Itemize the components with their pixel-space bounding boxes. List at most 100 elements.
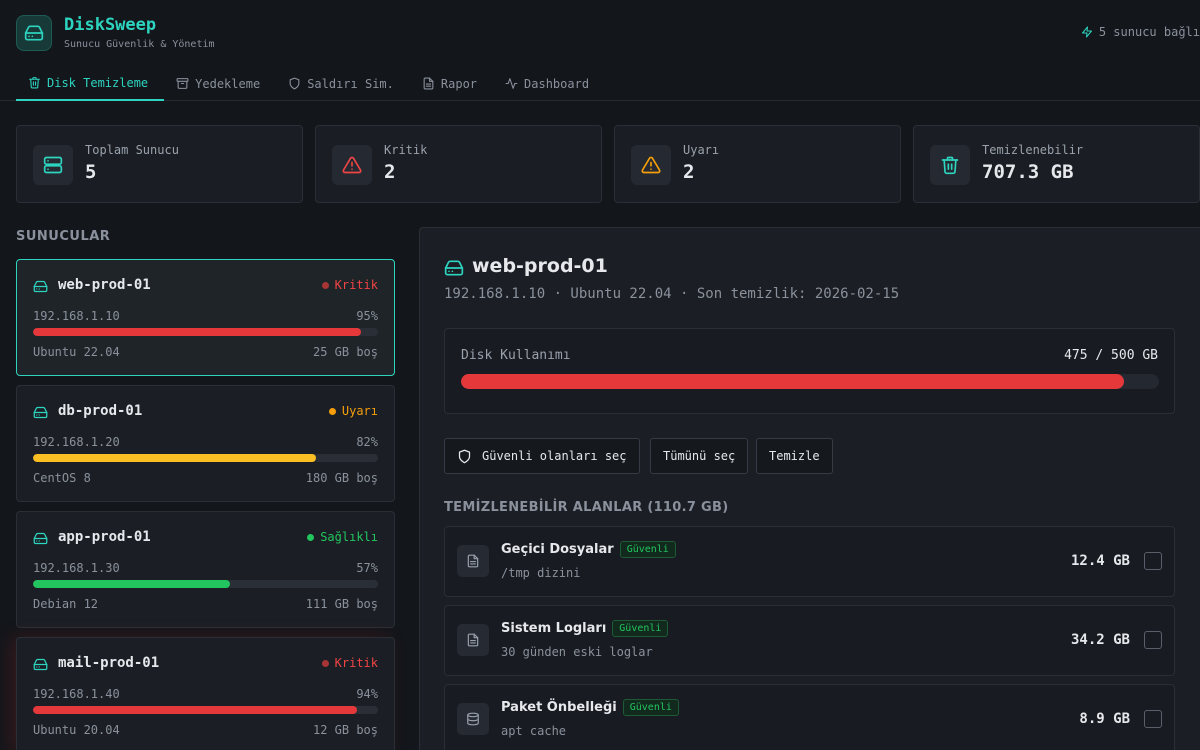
server-icon xyxy=(43,156,63,174)
status-dot xyxy=(321,659,329,667)
server-usage-percent: 82% xyxy=(356,435,378,449)
server-os: Ubuntu 20.04 xyxy=(33,723,120,737)
safe-badge: Güvenli xyxy=(612,620,669,637)
area-description: 30 günden eski loglar xyxy=(501,645,653,659)
area-name-label: Geçici Dosyalar xyxy=(501,542,614,557)
area-name-label: Sistem Logları xyxy=(501,621,607,636)
select-safe-button[interactable]: Güvenli olanları seç xyxy=(444,438,640,474)
area-checkbox[interactable] xyxy=(1144,552,1162,570)
server-usage-percent: 95% xyxy=(356,309,378,323)
server-free-space: 25 GB boş xyxy=(312,345,378,359)
server-name: app-prod-01 xyxy=(58,529,151,545)
file-text-icon xyxy=(423,77,434,90)
app-logo xyxy=(16,15,52,51)
server-usage-bar xyxy=(33,454,378,462)
disk-usage-fill xyxy=(461,374,1125,389)
servers-section-title: SUNUCULAR xyxy=(16,229,111,244)
database-icon xyxy=(467,712,479,726)
area-size: 8.9 GB xyxy=(1079,711,1130,727)
hard-drive-icon xyxy=(33,406,48,419)
stat-icon-box xyxy=(631,145,671,185)
area-icon-box xyxy=(457,703,489,735)
tab-backup[interactable]: Yedekleme xyxy=(164,66,276,101)
server-os: Debian 12 xyxy=(33,597,99,611)
tab-attack-sim[interactable]: Saldırı Sim. xyxy=(276,66,410,101)
status-label: Uyarı xyxy=(341,404,378,418)
server-name: web-prod-01 xyxy=(58,277,151,293)
area-checkbox[interactable] xyxy=(1144,710,1162,728)
area-description: apt cache xyxy=(501,724,567,738)
server-usage-fill xyxy=(33,706,358,714)
disk-usage-card: Disk Kullanımı 475 / 500 GB xyxy=(444,328,1175,414)
status-badge: Kritik xyxy=(321,278,378,292)
trash-icon xyxy=(941,156,959,175)
server-detail-panel: web-prod-01 192.168.1.10 · Ubuntu 22.04 … xyxy=(419,227,1200,750)
server-usage-bar xyxy=(33,580,378,588)
server-usage-percent: 94% xyxy=(356,687,378,701)
stat-label: Kritik xyxy=(384,143,428,157)
stat-label: Toplam Sunucu xyxy=(85,143,179,157)
server-card-db-prod-01[interactable]: db-prod-01 Uyarı 192.168.1.20 82% CentOS… xyxy=(16,385,395,502)
stat-label: Uyarı xyxy=(683,143,720,157)
status-label: Sağlıklı xyxy=(320,530,378,544)
server-ip: 192.168.1.20 xyxy=(33,435,120,449)
area-name: Geçici Dosyalar Güvenli xyxy=(501,541,676,558)
stat-icon-box xyxy=(33,145,73,185)
status-dot xyxy=(328,407,336,415)
detail-server-name: web-prod-01 xyxy=(472,255,608,277)
button-label: Temizle xyxy=(769,449,820,463)
connection-status-label: 5 sunucu bağlı xyxy=(1098,25,1200,39)
tab-label: Dashboard xyxy=(524,76,590,91)
tab-label: Disk Temizleme xyxy=(47,75,149,90)
server-usage-fill xyxy=(33,454,316,462)
stat-value: 2 xyxy=(384,161,396,183)
trash-icon xyxy=(29,77,40,89)
server-card-app-prod-01[interactable]: app-prod-01 Sağlıklı 192.168.1.30 57% De… xyxy=(16,511,395,628)
status-dot xyxy=(321,281,329,289)
server-free-space: 111 GB boş xyxy=(305,597,378,611)
button-label: Güvenli olanları seç xyxy=(482,449,627,463)
hard-drive-icon xyxy=(24,25,44,41)
disk-usage-value: 475 / 500 GB xyxy=(1064,348,1158,363)
status-label: Kritik xyxy=(334,656,378,670)
connection-status: 5 sunucu bağlı xyxy=(1081,25,1200,39)
server-usage-bar xyxy=(33,706,378,714)
stat-value: 2 xyxy=(683,161,695,183)
stat-card-critical: Kritik 2 xyxy=(315,125,602,203)
server-card-web-prod-01[interactable]: web-prod-01 Kritik 192.168.1.10 95% Ubun… xyxy=(16,259,395,376)
status-dot xyxy=(307,533,315,541)
status-badge: Uyarı xyxy=(328,404,378,418)
hard-drive-icon xyxy=(33,280,48,293)
tab-report[interactable]: Rapor xyxy=(410,66,493,101)
status-badge: Kritik xyxy=(321,656,378,670)
area-size: 34.2 GB xyxy=(1070,632,1130,648)
cleanable-area-item: Paket Önbelleği Güvenli apt cache 8.9 GB xyxy=(444,684,1175,750)
server-usage-fill xyxy=(33,328,361,336)
tab-label: Saldırı Sim. xyxy=(307,76,394,91)
clean-button[interactable]: Temizle xyxy=(756,438,833,474)
status-label: Kritik xyxy=(334,278,378,292)
tab-disk-cleanup[interactable]: Disk Temizleme xyxy=(16,66,165,101)
area-description: /tmp dizini xyxy=(501,566,581,580)
server-card-mail-prod-01[interactable]: mail-prod-01 Kritik 192.168.1.40 94% Ubu… xyxy=(16,637,395,750)
safe-badge: Güvenli xyxy=(619,541,676,558)
server-name: db-prod-01 xyxy=(58,403,143,419)
shield-icon xyxy=(458,449,471,463)
select-all-button[interactable]: Tümünü seç xyxy=(650,438,749,474)
server-usage-fill xyxy=(33,580,230,588)
hard-drive-icon xyxy=(33,658,48,671)
button-label: Tümünü seç xyxy=(663,449,736,463)
stat-card-cleanable: Temizlenebilir 707.3 GB xyxy=(913,125,1200,203)
app-subtitle: Sunucu Güvenlik & Yönetim xyxy=(64,39,215,50)
server-usage-bar xyxy=(33,328,378,336)
tab-label: Yedekleme xyxy=(195,76,261,91)
area-size: 12.4 GB xyxy=(1070,553,1130,569)
area-name: Paket Önbelleği Güvenli xyxy=(501,699,679,716)
area-checkbox[interactable] xyxy=(1144,631,1162,649)
area-icon-box xyxy=(457,624,489,656)
stat-icon-box xyxy=(332,145,372,185)
server-ip: 192.168.1.30 xyxy=(33,561,120,575)
tab-dashboard[interactable]: Dashboard xyxy=(493,66,605,101)
server-ip: 192.168.1.10 xyxy=(33,309,120,323)
area-icon-box xyxy=(457,545,489,577)
